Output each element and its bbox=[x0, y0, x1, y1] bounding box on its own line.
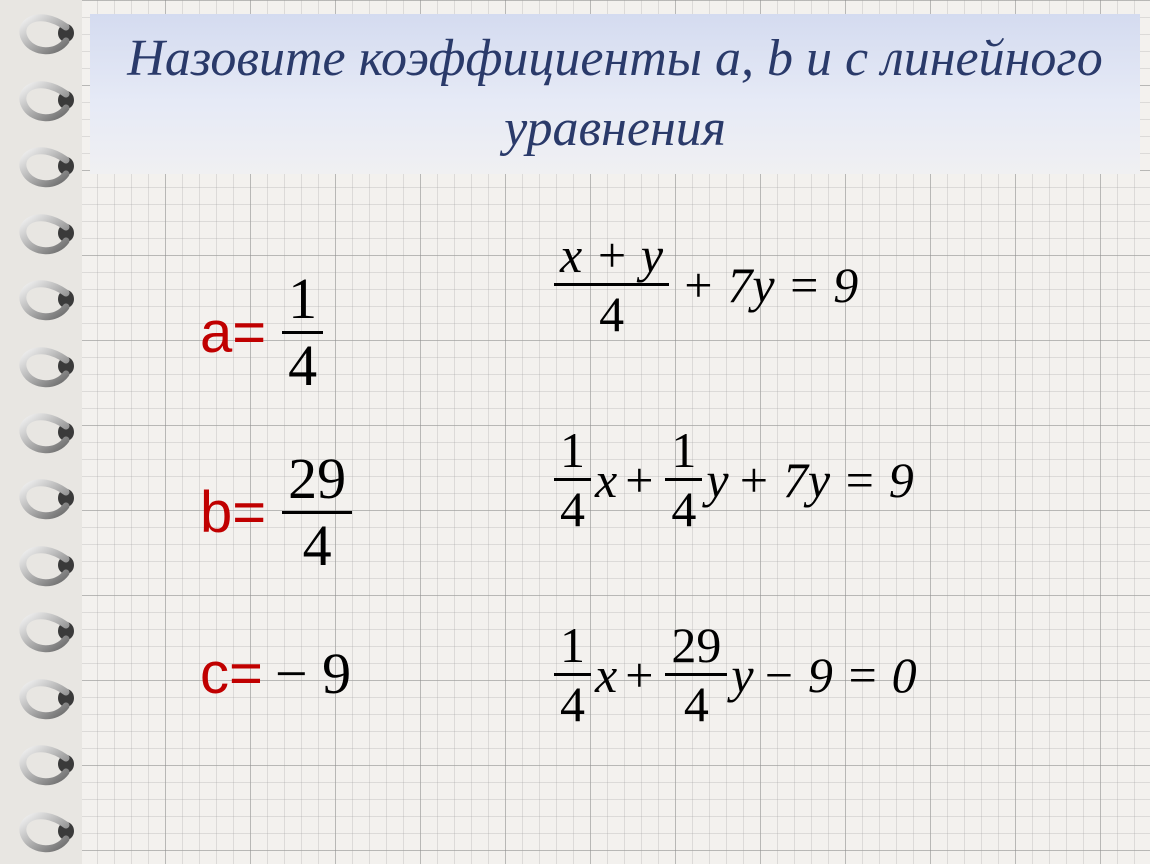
equation-1: x + y 4 + 7y = 9 bbox=[550, 230, 858, 339]
coef-b: b= 29 4 bbox=[200, 450, 356, 575]
spiral-ring bbox=[18, 609, 78, 653]
coef-b-label: b= bbox=[200, 479, 266, 546]
equation-3: 1 4 x + 29 4 y − 9 = 0 bbox=[550, 620, 917, 729]
page-title: Назовите коэффициенты а, b и с линейного… bbox=[120, 24, 1110, 164]
spiral-ring bbox=[18, 676, 78, 720]
spiral-ring bbox=[18, 344, 78, 388]
coef-b-value: 29 4 bbox=[278, 450, 356, 575]
coef-a-label: а= bbox=[200, 299, 266, 366]
spiral-ring bbox=[18, 277, 78, 321]
coef-a-value: 1 4 bbox=[278, 270, 327, 395]
coef-c-value: − 9 bbox=[275, 640, 351, 707]
spiral-ring bbox=[18, 476, 78, 520]
spiral-ring bbox=[18, 410, 78, 454]
spiral-ring bbox=[18, 144, 78, 188]
coef-c: с= − 9 bbox=[200, 640, 351, 707]
spiral-ring bbox=[18, 211, 78, 255]
spiral-ring bbox=[18, 809, 78, 853]
spiral-ring bbox=[18, 543, 78, 587]
coef-c-label: с= bbox=[200, 640, 263, 707]
spiral-ring bbox=[18, 78, 78, 122]
coef-a: а= 1 4 bbox=[200, 270, 327, 395]
spiral-ring bbox=[18, 11, 78, 55]
notebook-page: Назовите коэффициенты а, b и с линейного… bbox=[80, 0, 1150, 864]
title-band: Назовите коэффициенты а, b и с линейного… bbox=[90, 14, 1140, 174]
content-area: а= 1 4 b= 29 4 с= − 9 x + bbox=[80, 190, 1150, 850]
equation-2: 1 4 x + 1 4 y + 7y = 9 bbox=[550, 425, 914, 534]
spiral-binding bbox=[0, 0, 82, 864]
spiral-ring bbox=[18, 742, 78, 786]
